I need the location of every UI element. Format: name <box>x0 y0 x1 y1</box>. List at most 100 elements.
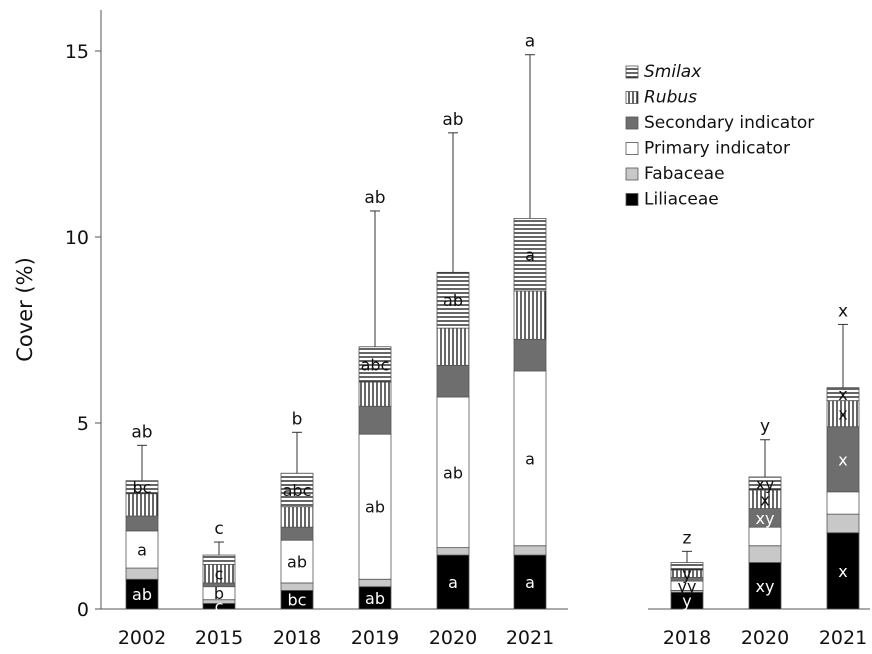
x-tick-label: 2020 <box>741 627 789 649</box>
segment-label: bc <box>288 591 307 610</box>
x-tick-label: 2002 <box>118 627 166 649</box>
y-tick-label: 10 <box>65 227 89 249</box>
bar-segment-primary-indicator <box>436 396 470 549</box>
legend-label-liliaceae: Liliaceae <box>644 190 719 210</box>
bar-segment-secondary-indicator <box>358 405 392 435</box>
legend-swatch-rubus <box>625 91 639 104</box>
segment-label: abc <box>361 355 390 374</box>
bar-segment-rubus <box>826 400 860 428</box>
bar-segment-smilax <box>202 554 236 565</box>
bar-segment-liliaceae <box>436 554 470 610</box>
x-tick-label: 2015 <box>195 627 243 649</box>
legend-swatch-liliaceae <box>625 193 639 206</box>
segment-label: b <box>214 584 224 603</box>
bar-segment-secondary-indicator <box>280 526 314 541</box>
y-tick-label: 5 <box>77 413 89 435</box>
bar-segment-liliaceae <box>513 554 547 610</box>
bar-segment-fabaceae <box>748 545 782 563</box>
segment-label: c <box>215 597 224 616</box>
x-tick-label: 2019 <box>351 627 399 649</box>
significance-label: ab <box>364 188 385 208</box>
segment-label: a <box>448 573 458 592</box>
segment-label: bc <box>133 478 152 497</box>
bar-segment-secondary-indicator <box>826 426 860 493</box>
y-axis-title: Cover (%) <box>13 257 37 362</box>
bar-segment-primary-indicator <box>358 433 392 580</box>
segment-label: x <box>838 385 847 404</box>
significance-label: x <box>838 301 848 321</box>
segment-label: xy <box>756 577 775 596</box>
segment-label: c <box>215 565 224 584</box>
bar-segment-secondary-indicator <box>125 515 159 532</box>
legend-swatch-secondary-indicator <box>625 116 639 130</box>
segment-label: x <box>838 405 847 424</box>
bar-segment-fabaceae <box>826 513 860 534</box>
bar-segment-primary-indicator <box>280 539 314 584</box>
segment-label: xy <box>756 509 775 528</box>
bar-segment-secondary-indicator <box>436 364 470 398</box>
segment-label: a <box>137 540 147 559</box>
bar-segment-smilax <box>280 472 314 508</box>
legend-label-smilax: Smilax <box>644 62 702 82</box>
bar-segment-primary-indicator <box>125 530 159 569</box>
segment-label: a <box>525 573 535 592</box>
legend-swatch-primary-indicator <box>625 142 639 155</box>
segment-label: abc <box>283 481 312 500</box>
bar-segment-primary-indicator <box>748 526 782 547</box>
segment-label: ab <box>132 585 152 604</box>
segment-label: x <box>760 490 769 509</box>
significance-label: ab <box>442 110 463 130</box>
bar-segment-fabaceae <box>358 578 392 588</box>
segment-label: a <box>525 246 535 265</box>
bar-segment-primary-indicator <box>513 370 547 547</box>
bar-segment-rubus <box>436 327 470 366</box>
segment-label: x <box>838 450 847 469</box>
bar-segment-rubus <box>280 506 314 528</box>
bar-segment-smilax <box>436 271 470 329</box>
x-tick-label: 2018 <box>663 627 711 649</box>
bar-segment-secondary-indicator <box>513 338 547 372</box>
segment-label: ab <box>287 553 307 572</box>
segment-label: xy <box>756 474 775 493</box>
bar-segment-liliaceae <box>748 562 782 610</box>
bar-segment-fabaceae <box>436 547 470 556</box>
legend-label-secondary-indicator: Secondary indicator <box>644 113 814 133</box>
bar-segment-rubus <box>358 381 392 407</box>
segment-label: y <box>682 565 691 584</box>
legend-swatch-smilax <box>625 65 639 79</box>
legend-swatch-fabaceae <box>625 167 639 181</box>
bar-segment-rubus <box>513 290 547 340</box>
x-tick-label: 2021 <box>506 627 554 649</box>
legend: Smilax Rubus Secondary indicator Primary in… <box>625 62 814 210</box>
significance-label: y <box>760 417 770 437</box>
segment-label: y <box>682 592 691 611</box>
legend-label-rubus: Rubus <box>644 88 697 108</box>
bar-segment-fabaceae <box>125 567 159 580</box>
bar-segment-liliaceae <box>125 578 159 610</box>
y-tick-label: 15 <box>65 41 89 63</box>
legend-label-fabaceae: Fabaceae <box>644 164 725 184</box>
segment-label: ab <box>365 498 385 517</box>
segment-label: yy <box>678 577 697 596</box>
legend-label-primary-indicator: Primary indicator <box>644 139 790 159</box>
segment-label: ab <box>443 463 463 482</box>
y-tick-label: 0 <box>77 599 89 621</box>
bar-segment-smilax <box>513 217 547 292</box>
x-tick-label: 2020 <box>429 627 477 649</box>
segment-label: a <box>525 449 535 468</box>
bar-segment-primary-indicator <box>826 491 860 515</box>
segment-label: x <box>838 562 847 581</box>
bar-segment-fabaceae <box>280 582 314 591</box>
x-tick-label: 2018 <box>273 627 321 649</box>
bar-segment-liliaceae <box>826 532 860 610</box>
significance-label: z <box>683 528 692 548</box>
bar-segment-smilax <box>358 346 392 383</box>
segment-label: ab <box>443 291 463 310</box>
significance-label: a <box>525 32 535 52</box>
x-tick-label: 2021 <box>819 627 867 649</box>
bar-segment-fabaceae <box>513 545 547 556</box>
significance-label: c <box>214 519 223 539</box>
significance-label: b <box>292 409 303 429</box>
